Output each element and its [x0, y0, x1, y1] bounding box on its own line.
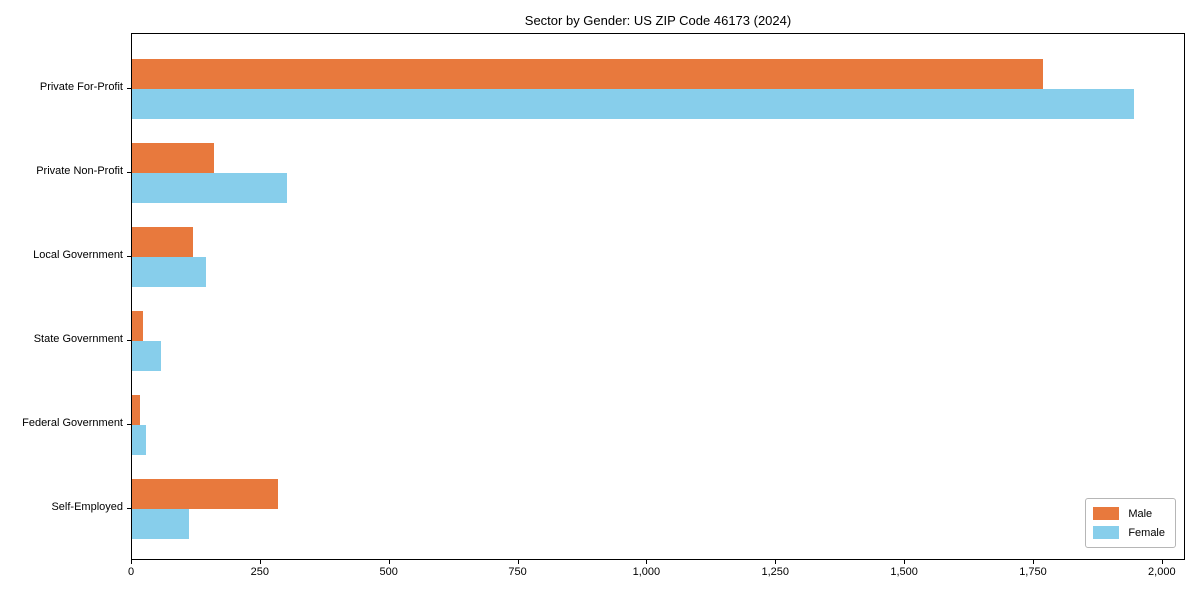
x-tick-label: 500: [379, 566, 398, 578]
legend-label: Female: [1128, 526, 1165, 539]
y-tick-label: Local Government: [33, 249, 123, 261]
legend-label: Male: [1128, 507, 1153, 520]
legend-swatch-female: [1093, 526, 1120, 539]
bar-male-local-government: [132, 227, 193, 257]
bar-female-self-employed: [132, 509, 190, 539]
x-tick: [517, 560, 519, 564]
x-tick-label: 250: [250, 566, 270, 578]
y-tick-label: State Government: [33, 333, 123, 345]
x-tick: [1161, 560, 1163, 564]
bar-male-self-employed: [132, 479, 278, 509]
bar-male-private-non-profit: [132, 143, 215, 173]
bar-female-state-government: [132, 341, 162, 371]
x-tick-label: 2,000: [1148, 566, 1176, 578]
x-tick: [1032, 560, 1034, 564]
x-tick: [259, 560, 261, 564]
x-tick-label: 750: [508, 566, 527, 578]
y-tick: [127, 508, 131, 509]
x-tick-label: 0: [127, 566, 135, 578]
y-tick-label: Private For-Profit: [39, 81, 123, 93]
plot-area: Male Female: [131, 33, 1185, 560]
bar-male-private-for-profit: [132, 59, 1044, 89]
x-tick-label: 1,250: [761, 566, 790, 578]
bar-male-federal-government: [132, 395, 140, 425]
y-tick: [127, 424, 131, 425]
y-tick: [127, 256, 131, 257]
y-tick: [127, 172, 131, 173]
x-tick-label: 1,000: [632, 566, 661, 578]
x-tick: [646, 560, 648, 564]
legend-item-female: Female: [1093, 523, 1165, 542]
x-tick: [388, 560, 390, 564]
legend-item-male: Male: [1093, 504, 1165, 523]
x-tick: [904, 560, 906, 564]
bar-female-federal-government: [132, 425, 146, 455]
bar-male-state-government: [132, 311, 143, 341]
x-tick: [775, 560, 777, 564]
y-tick-label: Self-Employed: [51, 501, 123, 513]
x-tick-label: 1,750: [1019, 566, 1047, 578]
y-tick-label: Federal Government: [22, 417, 123, 429]
x-tick-label: 1,500: [890, 566, 918, 578]
legend: Male Female: [1085, 498, 1176, 548]
y-tick: [127, 88, 131, 89]
chart-title: Sector by Gender: US ZIP Code 46173 (202…: [524, 13, 792, 28]
bar-female-private-for-profit: [132, 89, 1135, 119]
bar-female-private-non-profit: [132, 173, 288, 203]
x-tick: [131, 560, 132, 564]
y-tick-label: Private Non-Profit: [36, 165, 123, 177]
bar-female-local-government: [132, 257, 207, 287]
legend-swatch-male: [1093, 507, 1120, 520]
y-tick: [127, 340, 131, 341]
